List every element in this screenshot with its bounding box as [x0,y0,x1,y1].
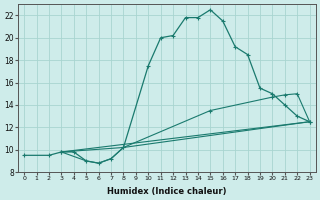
X-axis label: Humidex (Indice chaleur): Humidex (Indice chaleur) [107,187,227,196]
